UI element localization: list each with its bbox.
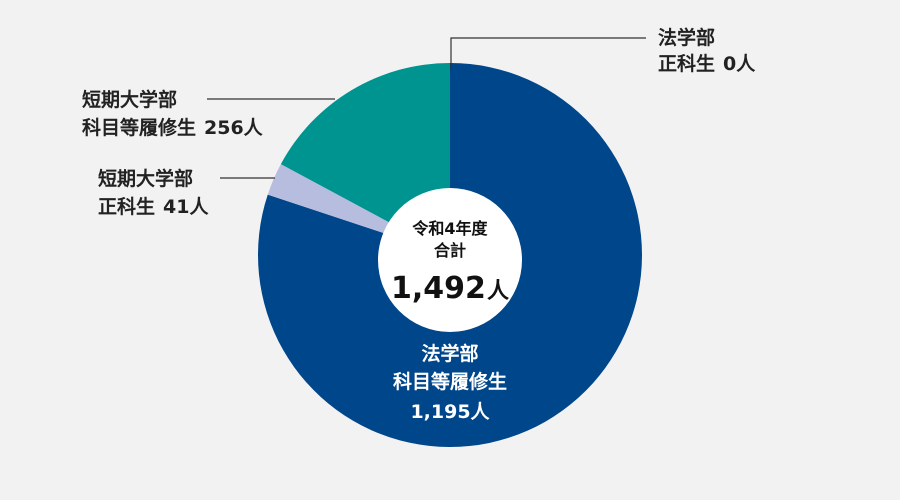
label-junior-nondegree: 短期大学部 科目等履修生 256人	[82, 88, 264, 139]
label-law-regular-line1: 法学部	[658, 26, 715, 49]
leader-line-law-regular	[450, 37, 646, 70]
center-total-number: 1,492	[391, 271, 486, 306]
donut-center	[378, 188, 522, 332]
leader-lines	[207, 37, 646, 179]
label-law-regular-value: 0人	[723, 53, 756, 75]
center-total-unit: 人	[487, 279, 509, 304]
label-junior-regular-line2: 正科生 41人	[98, 195, 209, 218]
label-junior-nondegree-line1: 短期大学部	[82, 88, 177, 111]
label-junior-nondegree-category: 科目等履修生	[82, 116, 196, 139]
label-junior-nondegree-line2: 科目等履修生 256人	[82, 116, 264, 139]
label-junior-regular: 短期大学部 正科生 41人	[98, 167, 209, 218]
label-junior-nondegree-value: 256人	[204, 117, 264, 139]
center-total-value: 1,492人	[391, 271, 509, 306]
label-law-nondegree: 法学部 科目等履修生 1,195人	[393, 342, 507, 423]
label-law-regular: 法学部 正科生 0人	[658, 26, 756, 75]
label-law-nondegree-line1: 法学部	[421, 342, 478, 365]
label-junior-regular-value: 41人	[163, 196, 209, 218]
label-junior-regular-category: 正科生	[98, 195, 155, 218]
center-total-label: 合計	[434, 241, 466, 260]
label-law-nondegree-line2: 科目等履修生	[393, 370, 507, 393]
center-fiscal-year: 令和4年度	[411, 219, 488, 238]
label-law-regular-line2: 正科生 0人	[658, 52, 756, 75]
label-law-regular-category: 正科生	[658, 52, 715, 75]
label-law-nondegree-value: 1,195人	[410, 401, 490, 423]
label-junior-regular-line1: 短期大学部	[98, 167, 193, 190]
